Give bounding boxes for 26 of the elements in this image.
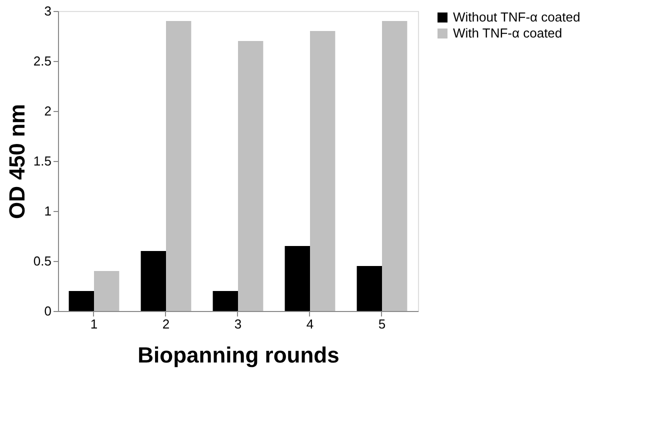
x-tick-label: 2 [162,316,170,332]
y-axis-title: OD 450 nm [4,104,30,219]
x-tick-label: 5 [378,316,386,332]
x-tick-label: 1 [90,316,98,332]
y-tick-label: 2 [44,104,52,118]
legend-label: Without TNF-α coated [453,10,580,24]
bar [212,291,238,311]
bar [356,266,382,311]
bar [238,41,264,311]
legend-label: With TNF-α coated [453,26,562,40]
x-tick-label: 4 [306,316,314,332]
y-tick-label: 1.5 [33,154,52,168]
x-tick-label: 3 [234,316,242,332]
bar [140,251,166,311]
y-tick-label: 0 [44,304,52,318]
bar [284,246,310,311]
y-tick-label: 0.5 [33,254,52,268]
x-axis-title: Biopanning rounds [138,342,340,368]
bar [382,21,408,311]
y-tick-label: 3 [44,4,52,18]
bar [94,271,120,311]
bar [166,21,192,311]
bar [68,291,94,311]
bar [310,31,336,311]
y-tick-label: 1 [44,204,52,218]
y-tick-label: 2.5 [33,54,52,68]
